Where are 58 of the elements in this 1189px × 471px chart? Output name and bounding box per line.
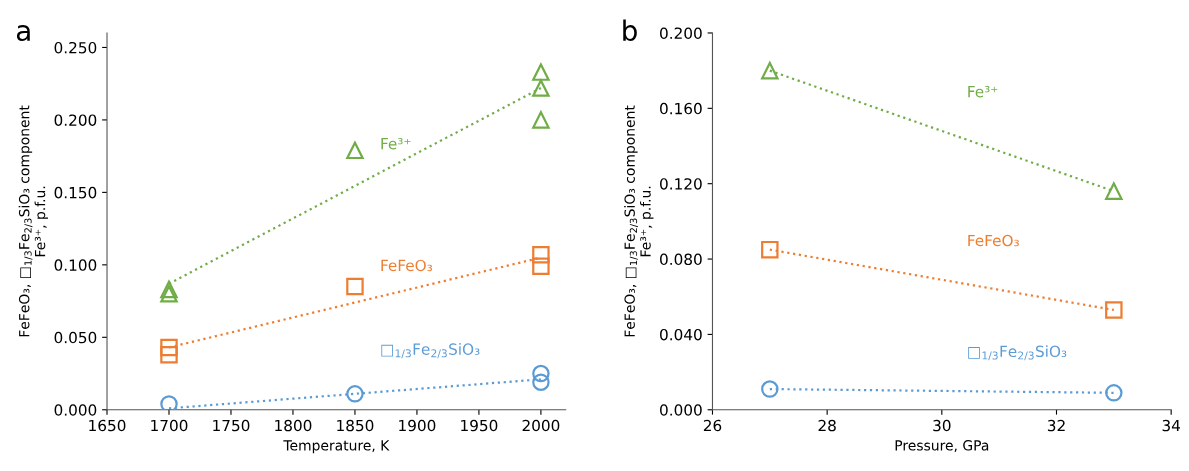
x-tick-label: 30 xyxy=(933,419,951,432)
x-tick-label: 2000 xyxy=(522,419,560,432)
point xyxy=(532,63,550,81)
x-tick-label: 34 xyxy=(1162,419,1181,432)
point xyxy=(532,111,550,129)
point xyxy=(761,61,779,80)
point xyxy=(1105,384,1123,402)
x-tick-label: 1900 xyxy=(399,419,436,432)
y-tick-label: 0.040 xyxy=(660,328,702,341)
text: Fe³⁺ xyxy=(968,85,998,98)
point xyxy=(160,338,178,357)
point xyxy=(160,345,178,364)
x-tick-label: 26 xyxy=(703,419,722,432)
y-tick-label: 0.200 xyxy=(660,27,702,39)
y-tick-label: 0.000 xyxy=(54,404,97,416)
x-tick-label: 1950 xyxy=(461,419,498,432)
series-label: Fe³⁺ xyxy=(381,137,411,150)
x-tick-label: 1650 xyxy=(89,419,126,432)
chart-title: a xyxy=(16,25,30,42)
point xyxy=(346,141,364,160)
point xyxy=(160,280,178,299)
y-tick-label: 0.100 xyxy=(54,259,97,271)
point xyxy=(532,257,550,276)
y-axis-title: FeFeO₃, □$_{1/3}$Fe$_{2/3}$SiO₃ component Fe³⁺, p.f.u. xyxy=(18,105,48,337)
x-tick-label: 1750 xyxy=(213,419,250,432)
point xyxy=(532,373,550,391)
chart-title: b xyxy=(623,19,637,42)
text: □$_{1/3}$Fe$_{2/3}$SiO₃ xyxy=(381,343,480,359)
y-tick-label: 0.200 xyxy=(54,114,97,126)
point xyxy=(1105,182,1123,200)
x-tick-label: 1850 xyxy=(337,419,374,432)
text: FeFeO₃ xyxy=(968,234,1019,247)
x-tick-label: 28 xyxy=(818,419,836,432)
series-label: FeFeO₃ xyxy=(381,259,433,272)
point xyxy=(761,240,779,259)
y-tick-label: 0.000 xyxy=(660,404,702,416)
point xyxy=(160,285,178,303)
y-tick-label: 0.080 xyxy=(660,253,702,266)
point xyxy=(532,364,550,383)
x-axis-title: Temperature, K xyxy=(283,440,390,454)
point xyxy=(346,277,364,296)
point xyxy=(761,380,779,398)
point xyxy=(532,79,550,97)
y-tick-label: 0.050 xyxy=(54,331,97,344)
point xyxy=(160,395,178,410)
y-tick-label: 0.120 xyxy=(660,178,702,190)
x-axis-title: Pressure, GPa xyxy=(895,440,989,452)
x-tick-label: 32 xyxy=(1047,419,1065,432)
y-tick-label: 0.160 xyxy=(660,102,702,115)
y-tick-label: 0.150 xyxy=(54,186,97,199)
x-tick-label: 1700 xyxy=(151,419,188,432)
point xyxy=(1105,301,1123,319)
y-tick-label: 0.250 xyxy=(54,41,97,54)
y-axis-title: FeFeO₃, □$_{1/3}$Fe$_{2/3}$SiO₃ component Fe³⁺, p.f.u. xyxy=(624,105,654,337)
point xyxy=(532,245,550,264)
point xyxy=(346,385,364,403)
x-tick-label: 1800 xyxy=(275,419,312,432)
text: □$_{1/3}$Fe$_{2/3}$SiO₃ xyxy=(968,345,1067,361)
